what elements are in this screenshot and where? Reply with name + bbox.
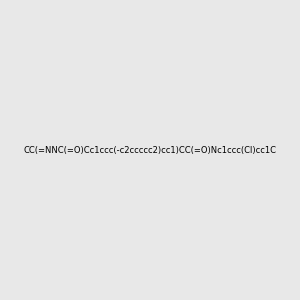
Text: CC(=NNC(=O)Cc1ccc(-c2ccccc2)cc1)CC(=O)Nc1ccc(Cl)cc1C: CC(=NNC(=O)Cc1ccc(-c2ccccc2)cc1)CC(=O)Nc… [23,146,277,154]
